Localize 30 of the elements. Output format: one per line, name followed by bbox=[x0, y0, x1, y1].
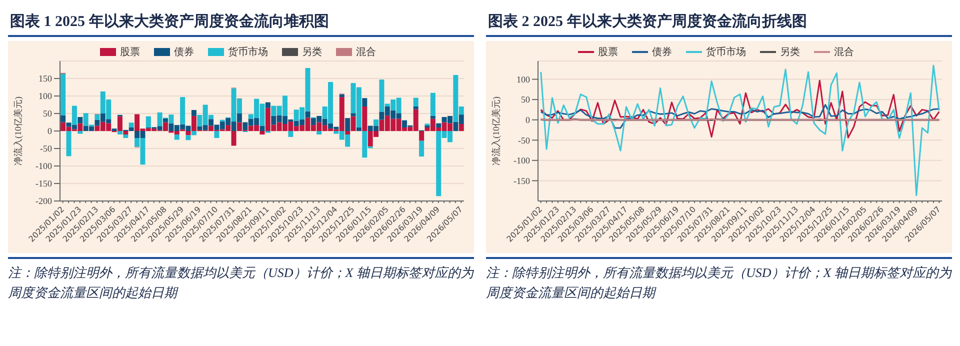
y-axis-title: 净流入(10亿美元) bbox=[491, 96, 502, 166]
text: 注：除特别注明外，所有流量数据均以美元（USD）计价；X 轴日期标签对应的为周度资金流量区间的起始日期 bbox=[486, 264, 952, 302]
legend-label: 混合 bbox=[834, 46, 854, 59]
legend-label: 货币市场 bbox=[706, 46, 746, 59]
legend-label: 货币市场 bbox=[228, 46, 268, 59]
legend-label: 混合 bbox=[356, 46, 376, 59]
legend-label: 股票 bbox=[598, 46, 618, 59]
y-tick-label: -100 bbox=[514, 156, 530, 166]
y-tick-label: 100 bbox=[516, 74, 530, 84]
chart-title: 图表 2 2025 年以来大类资产周度资金流向折线图 bbox=[486, 8, 952, 37]
y-tick-label: 50 bbox=[43, 108, 52, 119]
y-tick-label: 50 bbox=[521, 94, 530, 105]
y-tick-label: -200 bbox=[36, 196, 52, 206]
legend-label: 另类 bbox=[780, 46, 800, 59]
y-tick-label: 0 bbox=[526, 115, 530, 126]
y-tick-label: -150 bbox=[514, 176, 530, 186]
y-tick-label: -100 bbox=[36, 161, 52, 172]
y-tick-label: -50 bbox=[40, 144, 52, 154]
y-tick-label: 0 bbox=[48, 126, 52, 136]
chart-title: 图表 1 2025 年以来大类资产周度资金流向堆积图 bbox=[8, 8, 474, 37]
y-tick-label: 100 bbox=[38, 91, 52, 102]
legend-label: 债券 bbox=[652, 46, 672, 59]
legend-label: 股票 bbox=[120, 46, 140, 59]
y-axis-title: 净流入(10亿美元) bbox=[13, 96, 24, 166]
text: 注：除特别注明外，所有流量数据均以美元（USD）计价；X 轴日期标签对应的为周度资金流量区间的起始日期 bbox=[8, 264, 474, 302]
y-tick-label: -150 bbox=[36, 178, 52, 189]
legend-label: 另类 bbox=[302, 46, 322, 59]
legend-label: 债券 bbox=[174, 46, 194, 59]
y-tick-label: -50 bbox=[518, 135, 530, 146]
y-tick-label: 150 bbox=[38, 74, 52, 84]
